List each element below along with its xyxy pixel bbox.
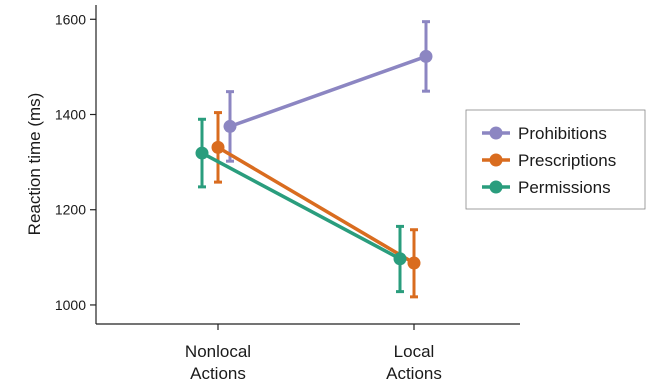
legend-item-prohibitions: Prohibitions: [482, 124, 607, 143]
legend-swatch-marker: [489, 126, 503, 140]
legend: Prohibitions Prescriptions Permissions: [465, 109, 646, 210]
data-point: [211, 140, 225, 154]
legend-label: Prescriptions: [518, 151, 616, 170]
data-point: [223, 119, 237, 133]
x-ticks: Nonlocal Actions Local Actions: [185, 324, 442, 383]
data-point: [407, 256, 421, 270]
series-prescriptions: [211, 111, 421, 299]
series-prohibitions: [223, 20, 433, 163]
legend-item-prescriptions: Prescriptions: [482, 151, 616, 170]
y-tick-label: 1400: [55, 107, 86, 123]
legend-label: Permissions: [518, 178, 611, 197]
series-line: [217, 145, 415, 265]
legend-item-permissions: Permissions: [482, 178, 611, 197]
x-category-label: Actions: [386, 364, 442, 383]
series-line: [201, 151, 401, 261]
legend-label: Prohibitions: [518, 124, 607, 143]
data-point: [419, 49, 433, 63]
data-point: [393, 252, 407, 266]
legend-swatch-marker: [489, 153, 503, 167]
y-ticks: 1000 1200 1400 1600: [55, 11, 96, 313]
legend-items: Prohibitions Prescriptions Permissions: [482, 124, 616, 197]
series-line: [229, 54, 427, 129]
series-permissions: [195, 117, 407, 294]
data-point: [195, 146, 209, 160]
x-category-label: Actions: [190, 364, 246, 383]
x-category-label: Local: [394, 342, 435, 361]
y-tick-label: 1200: [55, 202, 86, 218]
series-layer: [195, 20, 433, 299]
y-tick-label: 1000: [55, 297, 86, 313]
x-category-label: Nonlocal: [185, 342, 251, 361]
y-axis-title: Reaction time (ms): [25, 93, 44, 236]
legend-swatch-marker: [489, 180, 503, 194]
y-tick-label: 1600: [55, 11, 86, 27]
